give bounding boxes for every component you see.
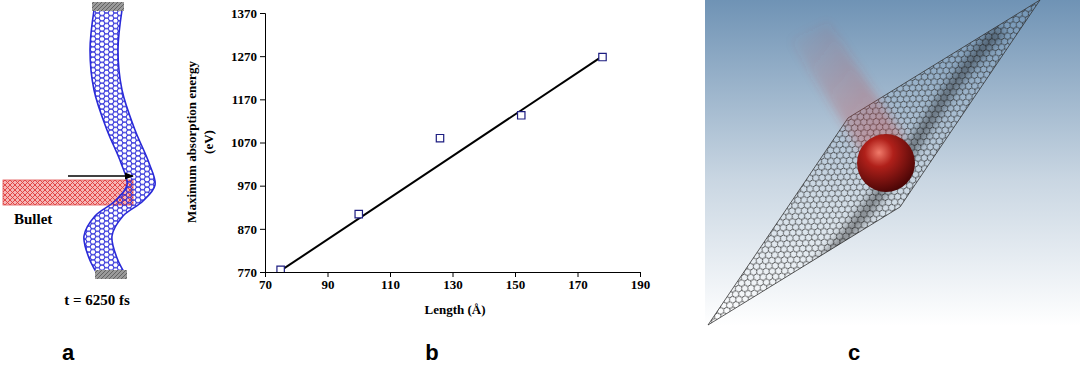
x-axis-title: Length (Å) (424, 302, 485, 317)
tick-label: 770 (238, 265, 258, 280)
panel-b: 70 90 110 130 150 170 190 770 870 970 1070 1170 1270… (184, 6, 650, 317)
tick-label: 1270 (231, 49, 257, 64)
graphene-sheet (708, 0, 1040, 325)
tick-label: 1170 (232, 92, 257, 107)
background (705, 0, 1080, 326)
x-axis: 70 90 110 130 150 170 190 (259, 272, 650, 292)
y-axis-title: Maximum absorption energy(eV) (184, 61, 216, 223)
figure: Bullet t = 6250 fs 70 90 110 130 150 170 190 770 8… (0, 0, 1080, 380)
tick-mark (260, 56, 265, 57)
tick-label: 1370 (231, 6, 257, 21)
data-point (518, 112, 525, 119)
data-point (436, 134, 443, 141)
tick-mark (260, 143, 265, 144)
tick-label: 150 (506, 277, 526, 292)
projectile-sphere (857, 134, 915, 192)
tick: 150 (506, 272, 526, 292)
tick: 1170 (232, 92, 265, 107)
panel-label: a (62, 340, 75, 365)
tick: 130 (443, 272, 463, 292)
tick: 1270 (231, 49, 265, 64)
plot-marks (277, 53, 606, 272)
tick-mark (260, 229, 265, 230)
bullet (3, 180, 133, 205)
tick-mark (260, 13, 265, 14)
panel-label: b (425, 340, 438, 365)
tick-label: 130 (443, 277, 463, 292)
tick-mark (260, 99, 265, 100)
time-label: t = 6250 fs (64, 292, 130, 308)
data-point (599, 53, 606, 60)
tick-mark (260, 272, 265, 273)
y-axis-title-line: (eV) (201, 130, 216, 154)
tick-label: 170 (568, 277, 588, 292)
tick-label: 70 (259, 277, 272, 292)
arrow (68, 175, 133, 176)
clamp-top (92, 2, 124, 11)
tick: 1070 (231, 135, 265, 150)
tick-label: 110 (381, 277, 400, 292)
tick-label: 970 (238, 178, 258, 193)
tick-label: 90 (322, 277, 335, 292)
y-axis-title-line: Maximum absorption energy (184, 61, 199, 223)
panel-a: Bullet t = 6250 fs (3, 2, 155, 308)
tick: 970 (238, 178, 266, 193)
tick: 90 (322, 272, 335, 292)
tick: 70 (259, 272, 272, 292)
data-point (355, 210, 362, 217)
tick: 770 (238, 265, 266, 280)
bullet-label: Bullet (14, 211, 52, 227)
nanotube (84, 10, 155, 272)
tick: 870 (238, 221, 266, 236)
tick: 1370 (231, 6, 265, 21)
axis-line (260, 14, 266, 273)
panel-label: c (848, 340, 860, 365)
tick-label: 1070 (231, 135, 257, 150)
data-point (277, 266, 284, 272)
clamp-bottom (95, 270, 127, 279)
trend-line (281, 56, 603, 271)
tick: 110 (381, 272, 400, 292)
tick: 170 (568, 272, 588, 292)
tick: 190 (631, 272, 651, 292)
panel-c (705, 0, 1080, 326)
tick-label: 870 (238, 221, 258, 236)
y-axis: 770 870 970 1070 1170 1270 1370 (231, 6, 266, 280)
tick-mark (260, 186, 265, 187)
tick-label: 190 (631, 277, 651, 292)
